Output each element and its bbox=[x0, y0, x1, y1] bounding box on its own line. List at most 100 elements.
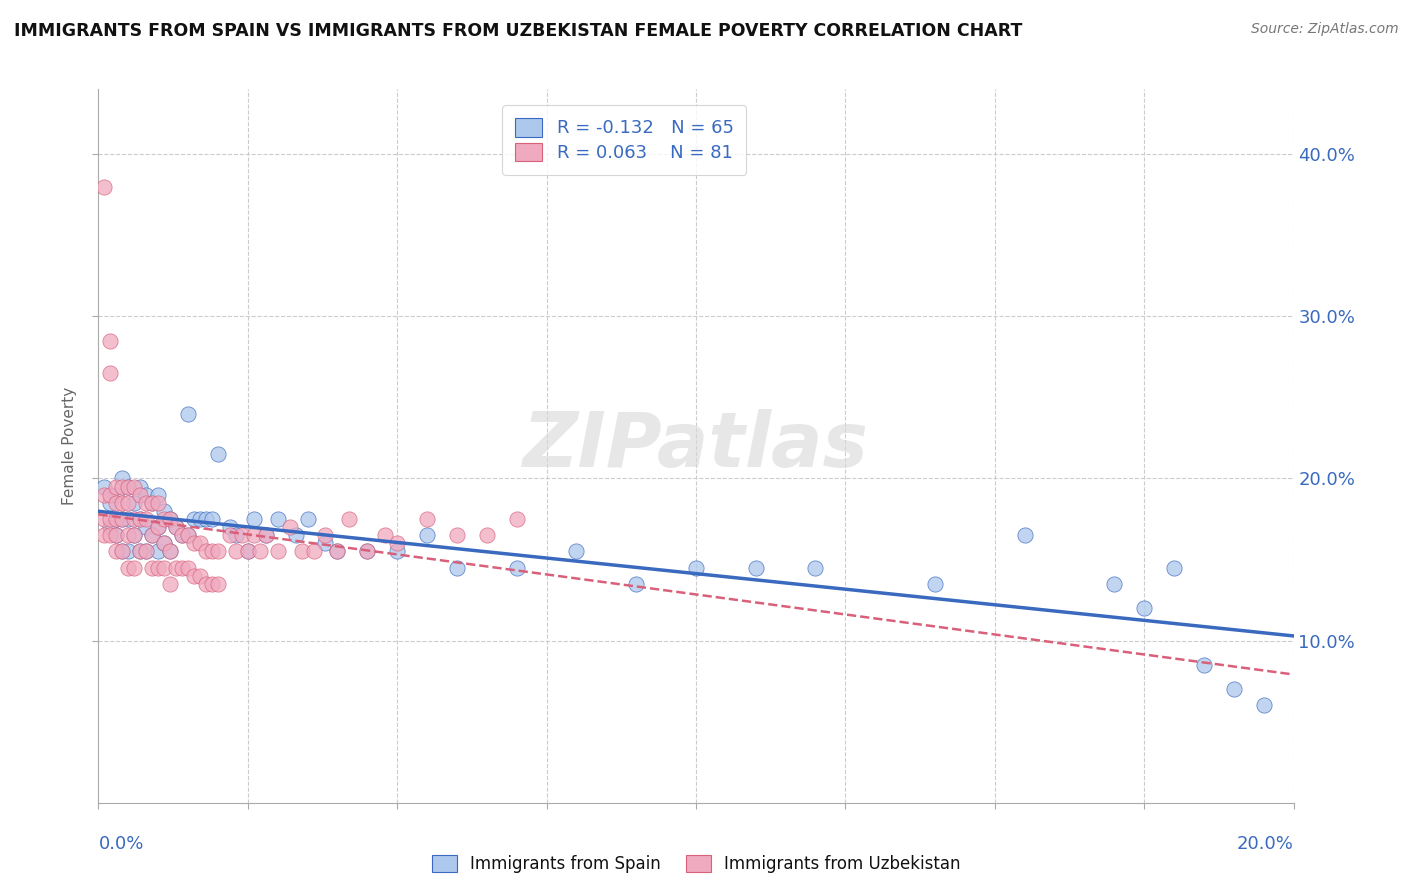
Text: IMMIGRANTS FROM SPAIN VS IMMIGRANTS FROM UZBEKISTAN FEMALE POVERTY CORRELATION C: IMMIGRANTS FROM SPAIN VS IMMIGRANTS FROM… bbox=[14, 22, 1022, 40]
Point bbox=[267, 512, 290, 526]
Point bbox=[506, 560, 529, 574]
Point bbox=[111, 512, 134, 526]
Point bbox=[124, 496, 146, 510]
Point bbox=[172, 560, 194, 574]
Point bbox=[745, 560, 768, 574]
Point bbox=[302, 544, 325, 558]
Point bbox=[105, 512, 128, 526]
Point bbox=[225, 528, 247, 542]
Point bbox=[385, 544, 409, 558]
Point bbox=[1133, 601, 1156, 615]
Text: Source: ZipAtlas.com: Source: ZipAtlas.com bbox=[1251, 22, 1399, 37]
Point bbox=[100, 488, 122, 502]
Point bbox=[141, 496, 163, 510]
Point bbox=[165, 520, 187, 534]
Point bbox=[284, 528, 307, 542]
Point bbox=[165, 560, 187, 574]
Point bbox=[236, 544, 259, 558]
Point bbox=[135, 512, 157, 526]
Point bbox=[565, 544, 588, 558]
Point bbox=[1163, 560, 1185, 574]
Point bbox=[195, 544, 218, 558]
Point bbox=[1014, 528, 1036, 542]
Point bbox=[385, 536, 409, 550]
Point bbox=[117, 528, 139, 542]
Point bbox=[148, 544, 170, 558]
Point bbox=[195, 512, 218, 526]
Text: 0.0%: 0.0% bbox=[98, 835, 143, 853]
Point bbox=[475, 528, 498, 542]
Point bbox=[117, 544, 139, 558]
Point bbox=[117, 560, 139, 574]
Point bbox=[93, 479, 115, 493]
Point bbox=[278, 520, 301, 534]
Point bbox=[207, 577, 229, 591]
Point bbox=[100, 496, 122, 510]
Point bbox=[148, 496, 170, 510]
Point bbox=[254, 528, 277, 542]
Point bbox=[124, 512, 146, 526]
Point bbox=[148, 520, 170, 534]
Point bbox=[374, 528, 396, 542]
Point bbox=[231, 528, 253, 542]
Point bbox=[685, 560, 707, 574]
Point bbox=[201, 512, 224, 526]
Point bbox=[135, 520, 157, 534]
Text: 20.0%: 20.0% bbox=[1237, 835, 1294, 853]
Point bbox=[297, 512, 319, 526]
Point bbox=[93, 488, 115, 502]
Point bbox=[105, 528, 128, 542]
Point bbox=[1223, 682, 1246, 697]
Point bbox=[124, 560, 146, 574]
Point bbox=[356, 544, 378, 558]
Point bbox=[100, 512, 122, 526]
Point bbox=[135, 544, 157, 558]
Point bbox=[159, 544, 181, 558]
Point bbox=[356, 544, 378, 558]
Point bbox=[93, 179, 115, 194]
Point bbox=[416, 512, 439, 526]
Point bbox=[1192, 657, 1215, 672]
Point bbox=[124, 479, 146, 493]
Point bbox=[111, 544, 134, 558]
Point bbox=[254, 528, 277, 542]
Point bbox=[111, 496, 134, 510]
Point bbox=[153, 504, 176, 518]
Point bbox=[100, 334, 122, 348]
Point bbox=[124, 528, 146, 542]
Point bbox=[243, 512, 266, 526]
Point bbox=[177, 528, 200, 542]
Point bbox=[225, 544, 247, 558]
Point bbox=[159, 577, 181, 591]
Point bbox=[177, 528, 200, 542]
Point bbox=[236, 544, 259, 558]
Point bbox=[135, 488, 157, 502]
Point bbox=[188, 512, 211, 526]
Point bbox=[326, 544, 349, 558]
Point bbox=[201, 544, 224, 558]
Point bbox=[93, 528, 115, 542]
Point bbox=[924, 577, 946, 591]
Point bbox=[129, 479, 152, 493]
Point bbox=[105, 479, 128, 493]
Point bbox=[201, 577, 224, 591]
Point bbox=[339, 512, 360, 526]
Point bbox=[129, 544, 152, 558]
Point bbox=[188, 536, 211, 550]
Point bbox=[124, 528, 146, 542]
Point bbox=[243, 528, 266, 542]
Point bbox=[111, 471, 134, 485]
Point bbox=[148, 520, 170, 534]
Point bbox=[141, 528, 163, 542]
Point bbox=[105, 488, 128, 502]
Point bbox=[446, 560, 468, 574]
Point bbox=[141, 560, 163, 574]
Point bbox=[129, 544, 152, 558]
Point bbox=[804, 560, 827, 574]
Point bbox=[111, 479, 134, 493]
Point bbox=[183, 536, 205, 550]
Point bbox=[416, 528, 439, 542]
Point bbox=[159, 512, 181, 526]
Point bbox=[153, 536, 176, 550]
Point bbox=[207, 447, 229, 461]
